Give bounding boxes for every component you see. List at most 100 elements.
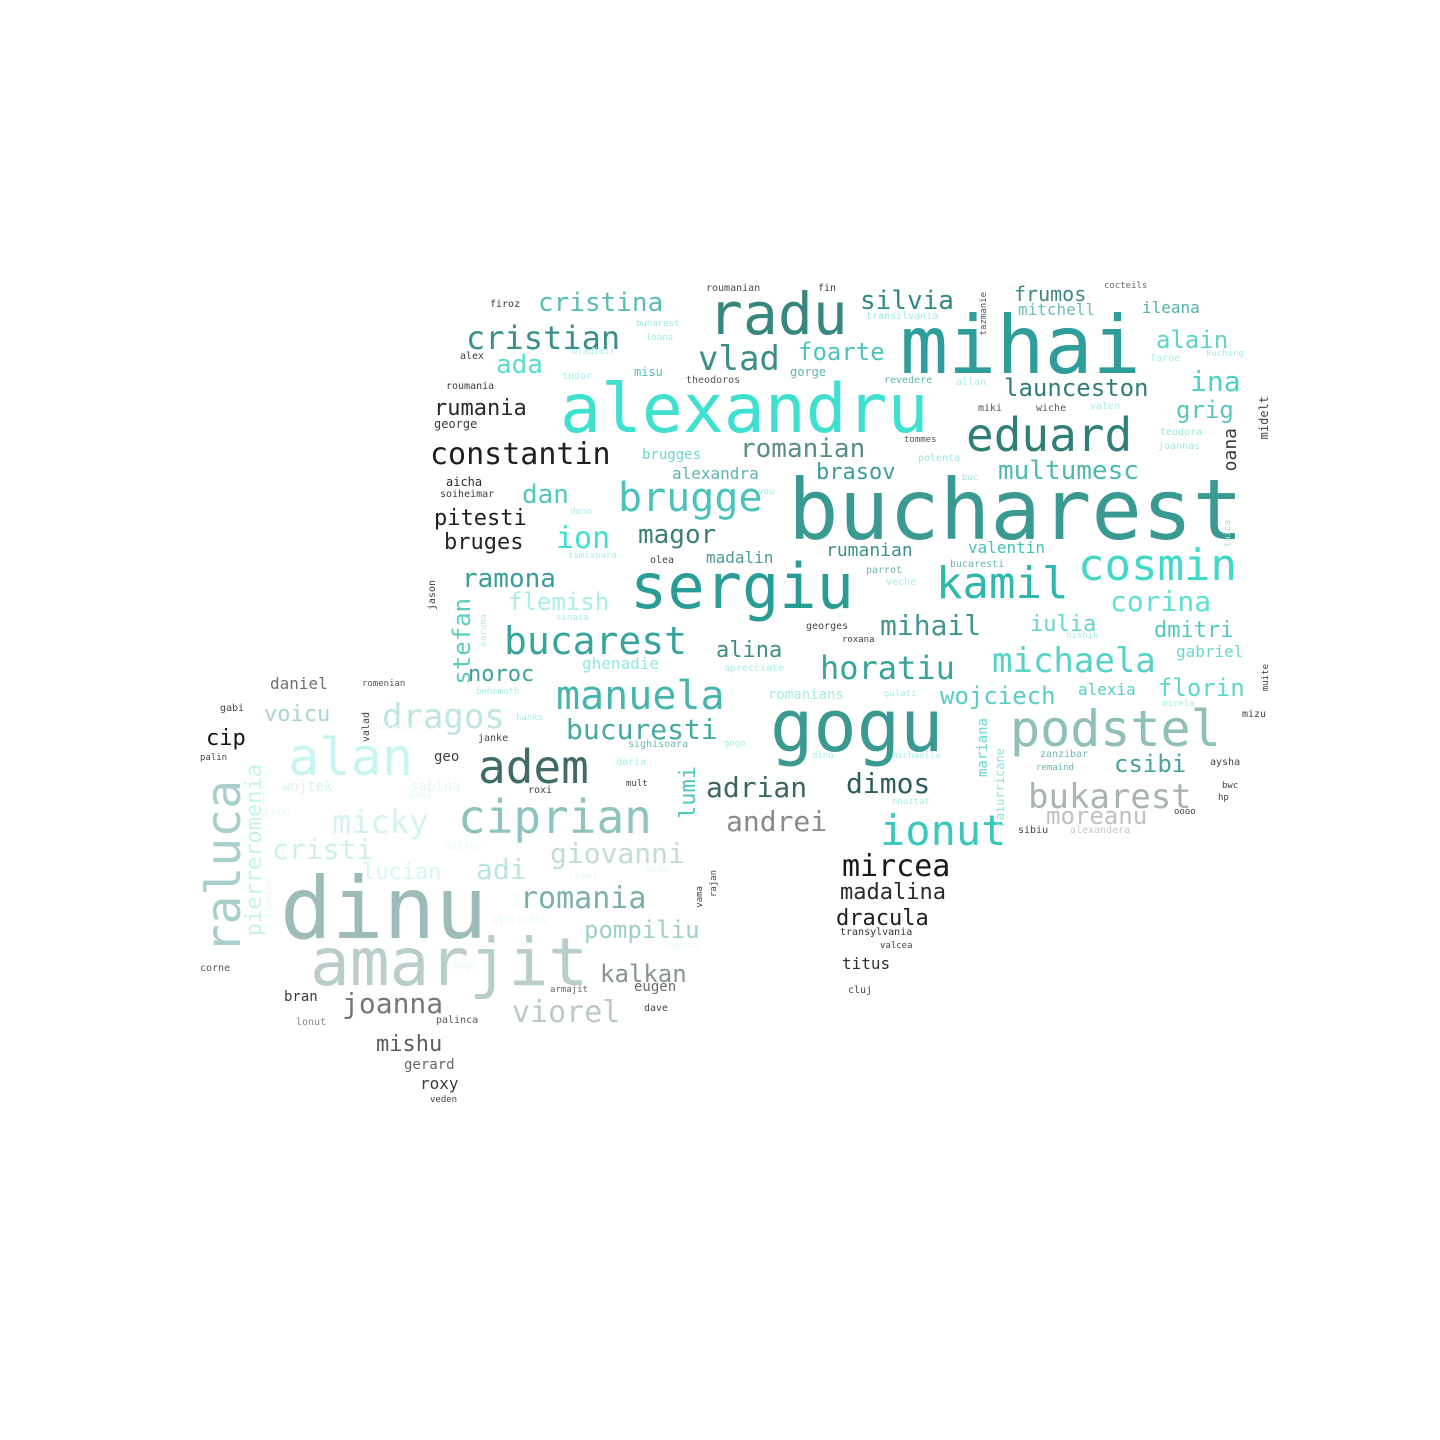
word-launceston: launceston: [1004, 374, 1149, 402]
word-foarte: foarte: [798, 338, 885, 366]
word-radu: radu: [708, 280, 848, 348]
word-hp: hp: [1218, 793, 1229, 803]
word-bruges: bruges: [444, 530, 524, 555]
word-ruxy: ruxy: [270, 807, 292, 817]
word-raiurricane: raiurricane: [993, 748, 1007, 828]
word-palin: palin: [200, 753, 228, 763]
word-lonut: lonut: [296, 1017, 327, 1028]
word-carol: carol: [568, 871, 599, 882]
word-cristian: cristian: [466, 319, 621, 357]
word-stefan: stefan: [448, 598, 476, 685]
word-luminita: luminita: [374, 723, 418, 733]
word-galati: galati: [884, 689, 917, 699]
word-kalkan: kalkan: [600, 960, 687, 988]
word-joanna: joanna: [342, 987, 444, 1020]
word-brugges: brugges: [642, 447, 702, 463]
word-michaella: michaella: [892, 751, 941, 761]
word-valen: valen: [1090, 401, 1121, 412]
word-ghenadie: ghenadie: [582, 654, 660, 673]
word-mariana: mariana: [975, 718, 991, 778]
word-roumanian: roumanian: [706, 283, 761, 294]
word-kuching: kuching: [1206, 349, 1244, 359]
word-dmitri: dmitri: [1154, 618, 1234, 643]
word-gerard: gerard: [404, 1057, 455, 1073]
word-ion: ion: [556, 521, 611, 556]
word-cocteils: cocteils: [1104, 281, 1148, 291]
word-grig: grig: [1176, 396, 1234, 424]
word-geo: geo: [434, 749, 460, 765]
word-loana: loana: [646, 333, 674, 343]
word-oana: oana: [1220, 428, 1241, 472]
word-andu: andu: [646, 865, 668, 875]
word-mircea: mircea: [842, 849, 951, 884]
word-buc: buc: [962, 473, 979, 483]
word-mirela: mirela: [1162, 699, 1195, 709]
word-ciprian: ciprian: [458, 790, 652, 844]
word-manuela: manuela: [556, 673, 725, 719]
word-tuica: tuica: [1223, 520, 1233, 548]
word-bucaresti: bucaresti: [950, 559, 1005, 570]
word-parrot: parrot: [866, 565, 903, 576]
word-timisoara: timisoara: [568, 551, 617, 561]
word-sinaia: sinaia: [556, 613, 589, 623]
word-roumania: roumania: [446, 381, 495, 392]
word-mitchell: mitchell: [1018, 300, 1096, 319]
word-alina: alina: [716, 638, 783, 663]
word-alex: alex: [460, 351, 485, 362]
word-romanian: romanian: [740, 434, 866, 464]
word-wiche: wiche: [1036, 403, 1067, 414]
word-buharest: buharest: [636, 319, 680, 329]
word-cluj: cluj: [848, 985, 873, 996]
word-veche: veche: [886, 577, 917, 588]
word-bran: bran: [284, 989, 318, 1005]
word-eduard: eduard: [966, 408, 1133, 462]
word-dan: dan: [522, 480, 569, 510]
word-alexandera: alexandera: [1070, 825, 1131, 836]
word-raluca: raluca: [196, 780, 252, 954]
word-gogu: gogu: [770, 684, 944, 768]
word-aysha: aysha: [1210, 757, 1241, 768]
word-karuna: karuna: [479, 614, 489, 647]
word-madalina: madalina: [840, 880, 946, 905]
word-revedere: revedere: [884, 375, 933, 386]
word-adrian: adrian: [706, 771, 808, 804]
word-neuitat: neuitat: [892, 797, 930, 807]
word-kamil: kamil: [936, 558, 1069, 609]
word-polenta: polenta: [918, 453, 961, 464]
word-lumi: lumi: [676, 766, 701, 819]
word-rumanian: rumanian: [826, 540, 913, 561]
word-podstel: podstel: [1010, 700, 1221, 758]
word-alexandru: alexandru: [560, 370, 929, 449]
word-george: george: [434, 417, 478, 431]
word-iulia: iulia: [1030, 612, 1097, 637]
word-adem: adem: [478, 740, 589, 794]
word-andrei: andrei: [726, 805, 828, 838]
word-lucian: lucian: [362, 860, 442, 885]
word-hanks: hanks: [516, 713, 544, 723]
word-dragos: dragos: [382, 697, 505, 737]
word-dino: dino: [812, 751, 834, 761]
word-bucharest: bucharest: [788, 461, 1244, 559]
word-palinca: palinca: [436, 1015, 479, 1026]
word-faroe: faroe: [1150, 353, 1181, 364]
word-gabriel: gabriel: [1176, 642, 1244, 661]
word-vlad: vlad: [698, 339, 780, 379]
word-corne: corne: [200, 963, 231, 974]
word-titus: titus: [842, 954, 891, 973]
word-bucuresti: bucuresti: [566, 713, 718, 746]
word-transylvania: transylvania: [840, 927, 913, 938]
word-moreanu: moreanu: [1046, 802, 1148, 830]
word-mihai: mihai: [900, 299, 1141, 392]
word-valcea: valcea: [880, 941, 913, 951]
word-constantin: constantin: [430, 437, 611, 472]
word-wojciech: wojciech: [940, 682, 1056, 710]
word-dracula: dracula: [836, 906, 929, 931]
word-ada: ada: [496, 350, 543, 380]
word-remaind: remaind: [1036, 763, 1074, 773]
word-theodoros: theodoros: [686, 375, 741, 386]
word-muka: muka: [410, 791, 432, 801]
word-viorel: viorel: [512, 995, 621, 1030]
word-mishu: mishu: [376, 1032, 443, 1057]
word-transilvania: transilvania: [866, 311, 939, 322]
word-cristina: cristina: [538, 288, 664, 318]
